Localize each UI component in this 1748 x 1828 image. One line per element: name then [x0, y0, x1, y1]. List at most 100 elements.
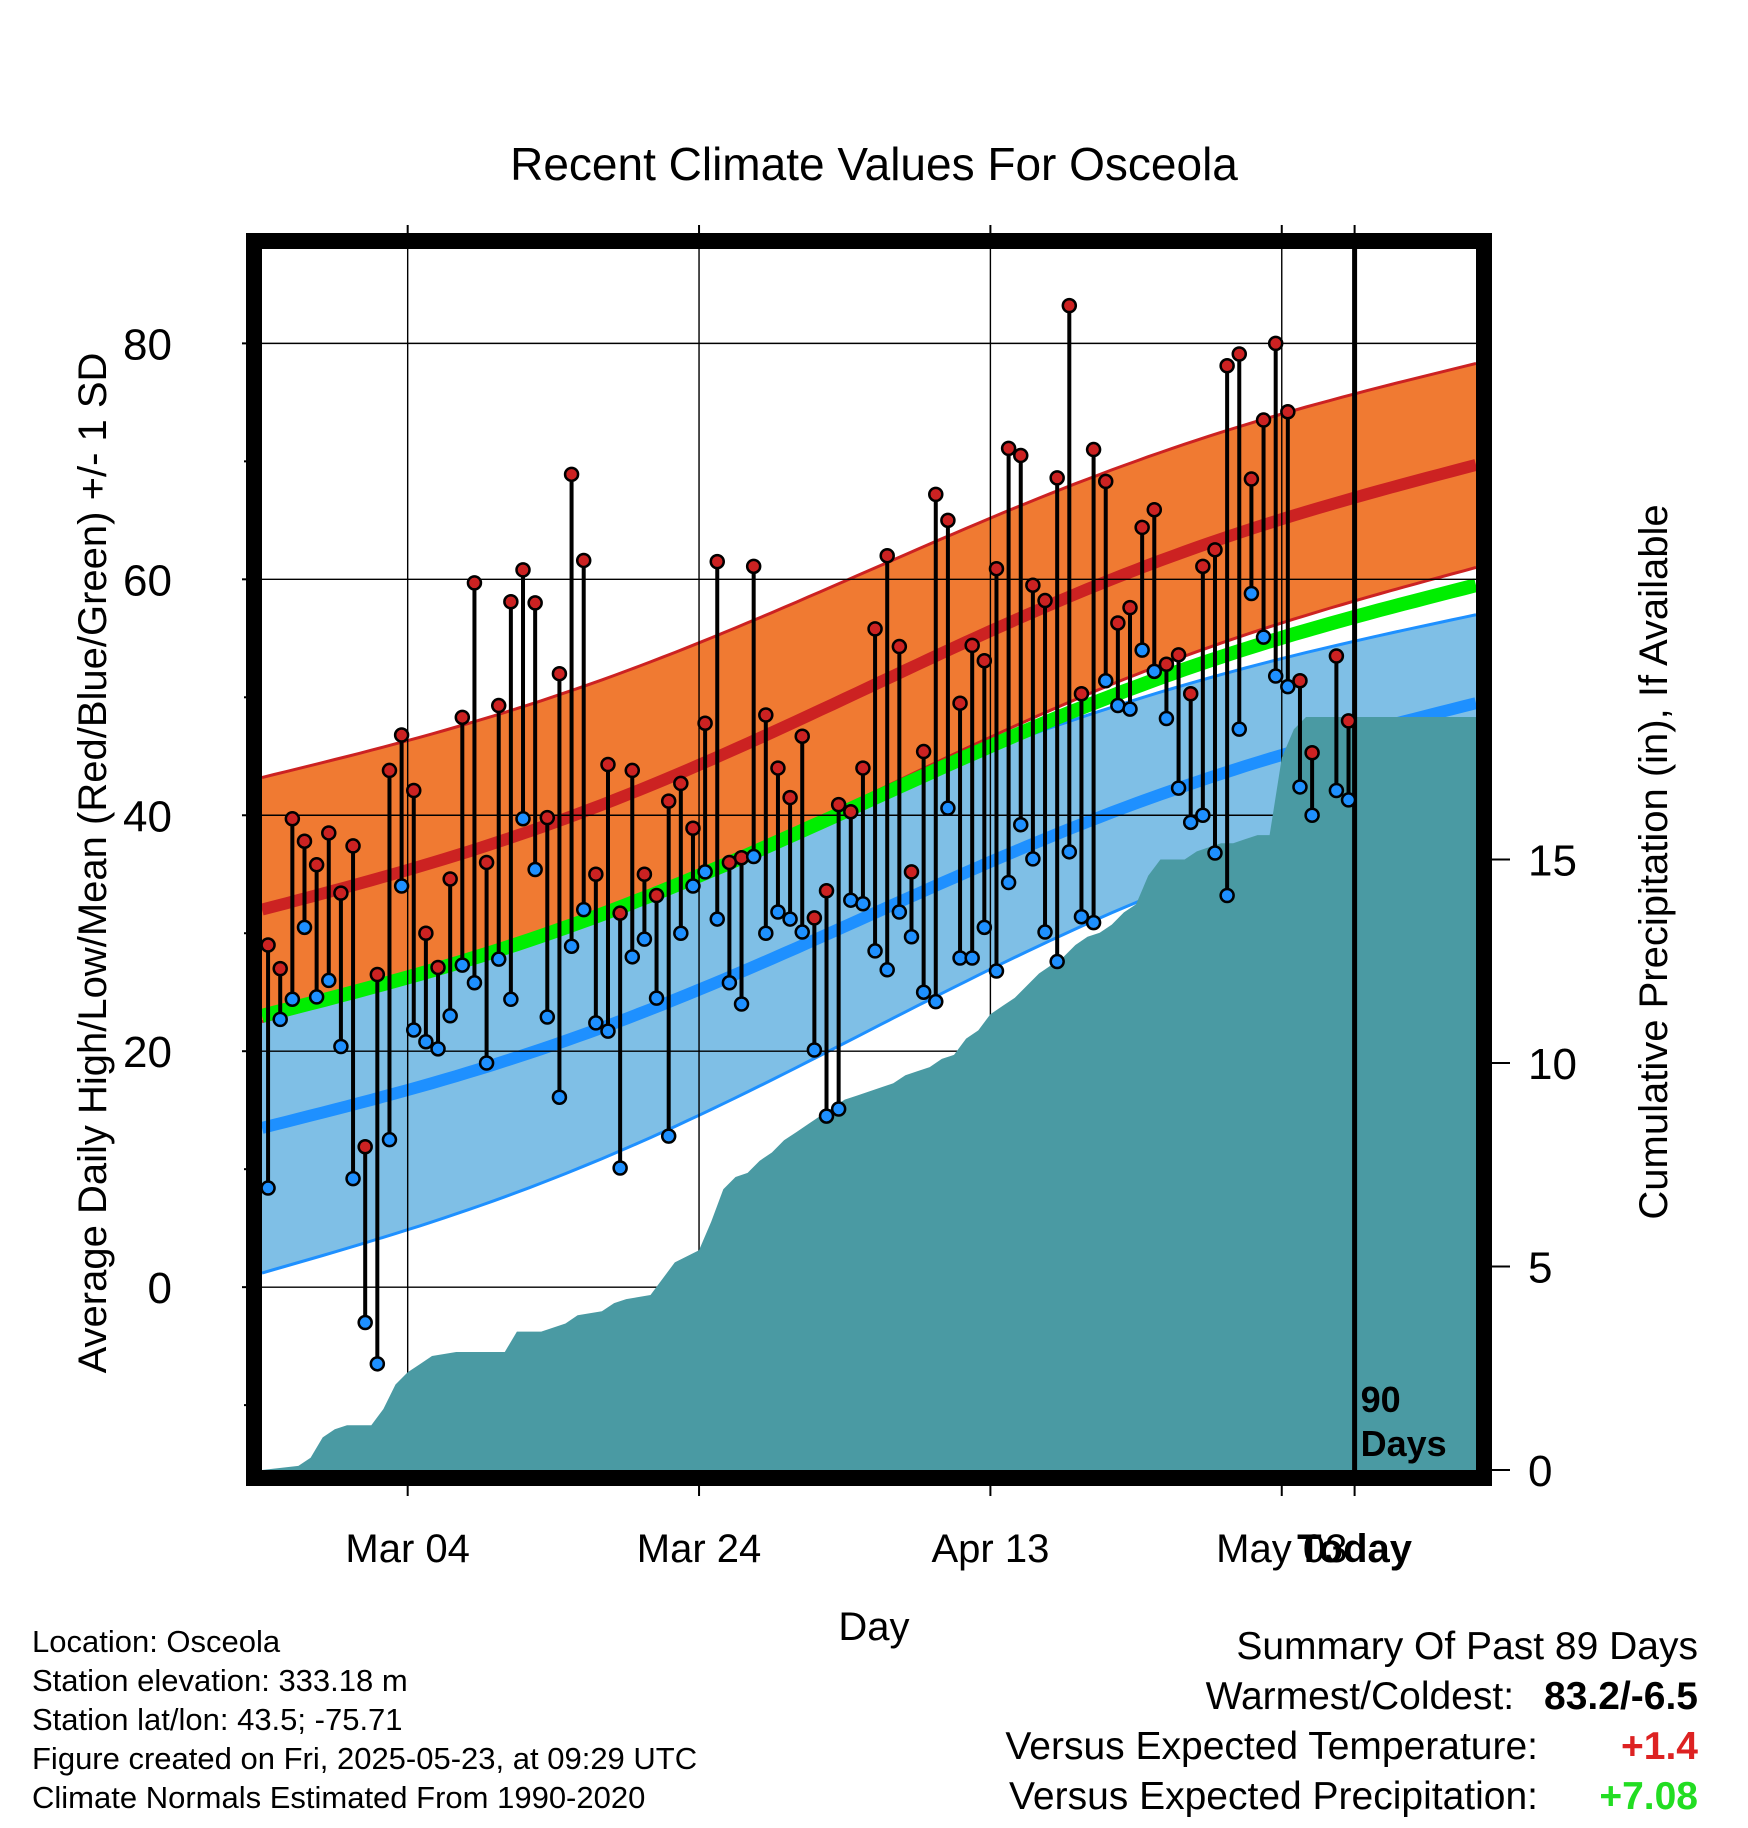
high-point: [442, 871, 458, 887]
high-point: [928, 486, 944, 503]
warmest-coldest-label: Warmest/Coldest:: [1205, 1675, 1515, 1718]
high-point: [1207, 542, 1223, 558]
high-point: [430, 959, 446, 976]
y-tick-label: 0: [148, 1264, 172, 1313]
low-point: [1049, 953, 1065, 970]
high-point: [940, 512, 956, 529]
high-point: [1182, 686, 1199, 702]
summary-heading: Summary Of Past 89 Days: [1236, 1625, 1698, 1668]
low-point: [673, 925, 689, 941]
low-point: [478, 1055, 495, 1071]
low-normal-band: [262, 614, 1476, 1273]
low-normal-mean: [262, 697, 1476, 1134]
low-point: [381, 1131, 398, 1148]
high-point: [503, 593, 519, 610]
low-point: [612, 1160, 628, 1176]
high-point: [406, 782, 422, 799]
high-point: [369, 966, 386, 983]
high-point: [782, 789, 798, 806]
normals-text: Climate Normals Estimated From 1990-2020: [32, 1780, 646, 1815]
high-point: [648, 887, 665, 904]
high-point: [1292, 673, 1308, 689]
high-point: [1025, 577, 1041, 593]
low-point: [418, 1034, 434, 1050]
low-point: [928, 993, 944, 1010]
low-point: [1073, 908, 1090, 925]
summary-panel: Summary Of Past 89 Days Warmest/Coldest:…: [1005, 1622, 1698, 1822]
temp-vs-expected-row: Versus Expected Temperature: +1.4: [1005, 1722, 1698, 1772]
high-point: [527, 595, 543, 611]
low-point: [1134, 642, 1150, 658]
high-point: [794, 728, 810, 744]
high-point: [1146, 501, 1163, 518]
low-point: [964, 950, 980, 966]
low-point: [575, 901, 592, 918]
high-point: [272, 960, 288, 977]
high-point: [1219, 358, 1235, 374]
high-point: [357, 1139, 373, 1155]
low-point: [988, 963, 1005, 979]
high-point: [1134, 519, 1150, 536]
high-point: [1110, 615, 1126, 631]
precip-vs-expected-row: Versus Expected Precipitation: +7.08: [1005, 1772, 1698, 1822]
high-point: [539, 809, 556, 826]
low-point: [369, 1356, 386, 1372]
low-point: [685, 878, 701, 894]
high-point: [333, 885, 349, 901]
low-point: [745, 848, 762, 865]
low-point: [357, 1314, 373, 1331]
high-point: [296, 833, 313, 849]
low-point: [1000, 874, 1017, 891]
y-tick-label: 80: [123, 320, 172, 369]
high-point: [660, 793, 677, 809]
high-point: [1304, 744, 1320, 761]
low-point: [648, 990, 665, 1006]
low-point: [806, 1042, 823, 1058]
high-point: [308, 857, 325, 873]
chart-title: Recent Climate Values For Osceola: [510, 138, 1238, 190]
low-point: [1340, 792, 1357, 808]
low-point: [915, 984, 932, 1000]
low-point: [1243, 585, 1260, 602]
low-point: [758, 925, 774, 941]
low-point: [466, 975, 483, 991]
low-point: [733, 996, 750, 1012]
low-point: [624, 949, 641, 965]
y2-tick-label: 0: [1528, 1447, 1552, 1496]
y2-axis-label: Cumulative Precipitation (in), If Availa…: [1632, 504, 1676, 1219]
precip-vs-expected-value: +7.08: [1599, 1775, 1698, 1818]
low-point: [636, 931, 653, 947]
low-point: [1146, 663, 1163, 680]
high-point: [806, 910, 823, 926]
low-point: [1280, 678, 1296, 695]
high-point: [697, 715, 713, 731]
created-text: Figure created on Fri, 2025-05-23, at 09…: [32, 1741, 698, 1776]
high-point: [1243, 471, 1260, 487]
low-point: [406, 1022, 422, 1038]
low-point: [1061, 844, 1078, 860]
low-point: [721, 975, 738, 991]
plot-frame: [246, 233, 1492, 1486]
x-tick-label: Mar 04: [345, 1527, 470, 1571]
low-point: [1182, 814, 1199, 831]
station-info: Location: Osceola Station elevation: 333…: [32, 1622, 697, 1817]
low-point: [333, 1038, 349, 1055]
y-tick-label: 20: [123, 1028, 172, 1077]
low-point: [1037, 924, 1053, 940]
low-point: [1292, 779, 1308, 795]
high-point: [1013, 447, 1029, 464]
y2-tick-label: 15: [1528, 837, 1577, 886]
low-point: [830, 1101, 847, 1117]
precipitation-area: [262, 717, 1476, 1470]
x-tick-label: Apr 13: [931, 1527, 1049, 1571]
low-point: [551, 1089, 568, 1105]
y2-tick-label: 5: [1528, 1244, 1552, 1293]
low-point: [660, 1128, 677, 1144]
high-point: [454, 709, 471, 726]
low-point: [296, 919, 313, 936]
high-point: [879, 547, 895, 564]
high-point: [1280, 404, 1296, 420]
high-point: [1122, 599, 1138, 616]
x-tick-label: Today: [1297, 1527, 1413, 1571]
